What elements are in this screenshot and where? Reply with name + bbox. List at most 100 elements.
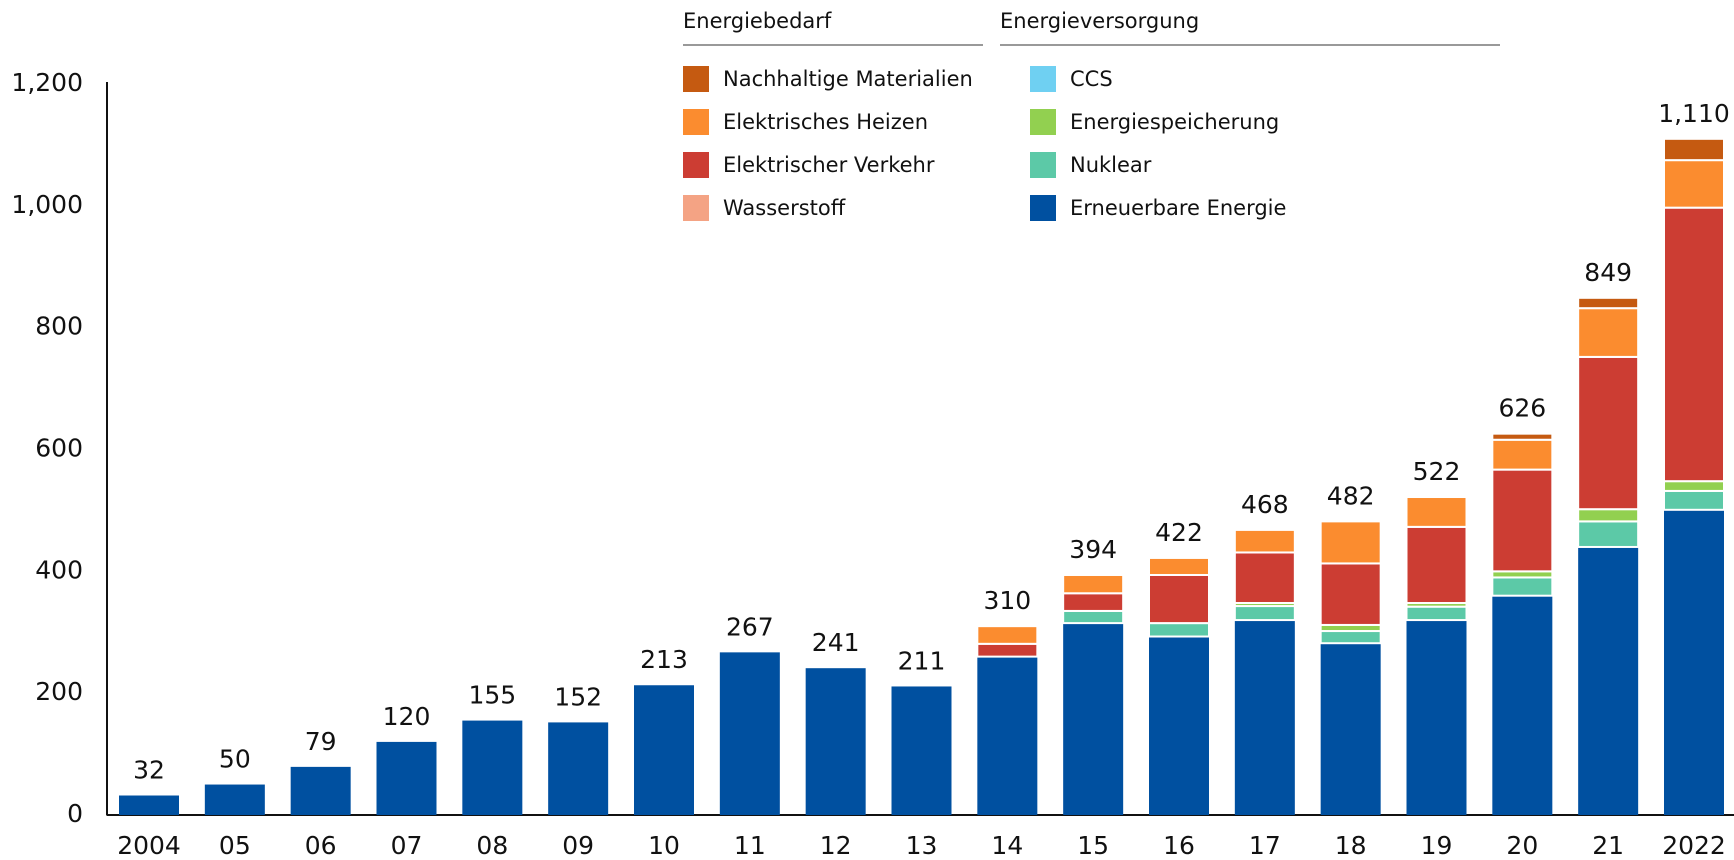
total-label: 241 [812,628,860,657]
x-tick-label: 2022 [1662,831,1726,860]
bar-segment [1319,630,1382,645]
x-tick-label: 19 [1421,831,1453,860]
total-label: 849 [1584,258,1632,287]
bar-segment [1664,509,1724,815]
bar-segment [1491,438,1554,471]
total-label: 626 [1498,394,1546,423]
bar-segment [891,686,952,815]
legend-swatch [683,109,709,135]
total-label: 155 [468,681,516,710]
total-label: 213 [640,645,688,674]
bar-segment [976,625,1039,645]
bar-segment [1148,622,1210,638]
total-label: 32 [133,756,165,785]
legend-swatch [683,152,709,178]
y-tick-label: 200 [35,677,83,706]
x-tick-label: 11 [734,831,766,860]
bar-segment [719,652,780,815]
x-tick-label: 17 [1249,831,1281,860]
bar-segment [1234,620,1295,815]
legend-swatch [1030,66,1056,92]
x-tick-label: 07 [391,831,423,860]
bar-segment [1578,546,1639,815]
total-label: 422 [1155,518,1203,547]
x-tick-label: 13 [906,831,938,860]
bar-segment [1149,636,1209,815]
bar-segment [1405,525,1468,605]
bar-segment [1491,432,1554,441]
bar-segment [1233,551,1296,605]
total-label: 50 [219,745,251,774]
bar-segment [1577,355,1640,511]
total-label: 211 [898,646,946,675]
bar-segment [1148,573,1210,625]
total-label: 79 [305,727,337,756]
bar-segment [1406,620,1467,815]
x-tick-label: 08 [476,831,508,860]
bar-segment [1492,595,1553,815]
legend-label: Nachhaltige Materialien [723,67,973,91]
total-label: 120 [383,702,431,731]
x-tick-label: 05 [219,831,251,860]
bar-segment [204,784,265,815]
legend-label: Elektrischer Verkehr [723,153,935,177]
total-label: 1,110 [1658,99,1730,128]
bar-segment [634,685,694,815]
legend-swatch [1030,109,1056,135]
bar-segment [1062,573,1125,595]
bar-segment [976,642,1039,658]
bar-segment [1405,496,1468,528]
legend-label: Energiespeicherung [1070,110,1279,134]
legend-swatch [683,195,709,221]
x-tick-label: 20 [1506,831,1538,860]
bar-segment [1148,556,1210,576]
bar-segment [1663,206,1725,483]
bar-segment [1663,159,1725,209]
bar-segment [290,766,351,815]
legend-label: Elektrisches Heizen [723,110,928,134]
bar-segment [1320,643,1381,815]
x-tick-label: 14 [991,831,1023,860]
y-tick-label: 400 [35,555,83,584]
x-tick-label: 10 [648,831,680,860]
bar-segment [1233,528,1296,554]
bar-segment [1577,307,1640,358]
x-tick-label: 16 [1163,831,1195,860]
y-tick-label: 1,000 [11,190,83,219]
total-label: 310 [983,586,1031,615]
bar-segment [1319,520,1382,565]
bar-segment [119,795,179,815]
bar-segment [548,722,609,815]
legend-label: Erneuerbare Energie [1070,196,1286,220]
bar-segment [1577,508,1640,523]
legend-label: Wasserstoff [723,196,846,220]
x-tick-label: 2004 [117,831,181,860]
x-tick-label: 18 [1335,831,1367,860]
total-label: 522 [1413,457,1461,486]
bar-segment [1062,592,1125,612]
x-tick-label: 06 [305,831,337,860]
x-tick-label: 15 [1077,831,1109,860]
bar-segment [1577,296,1640,310]
bar-segment [1663,489,1725,511]
total-label: 394 [1069,535,1117,564]
bar-segment [1405,605,1468,622]
total-label: 152 [554,682,602,711]
legend-label: Nuklear [1070,153,1152,177]
bar-segment [1062,609,1125,625]
bar-segment [1663,480,1725,492]
y-tick-label: 600 [35,434,83,463]
x-tick-label: 09 [562,831,594,860]
bar-segment [805,668,866,815]
legend-label: CCS [1070,67,1113,91]
bar-segment [462,720,523,815]
bar-segment [1491,468,1554,573]
total-label: 482 [1327,481,1375,510]
bar-segment [1319,562,1382,626]
bar-segment [1233,605,1296,622]
x-tick-label: 12 [820,831,852,860]
total-label: 267 [726,612,774,641]
legend-swatch [1030,152,1056,178]
